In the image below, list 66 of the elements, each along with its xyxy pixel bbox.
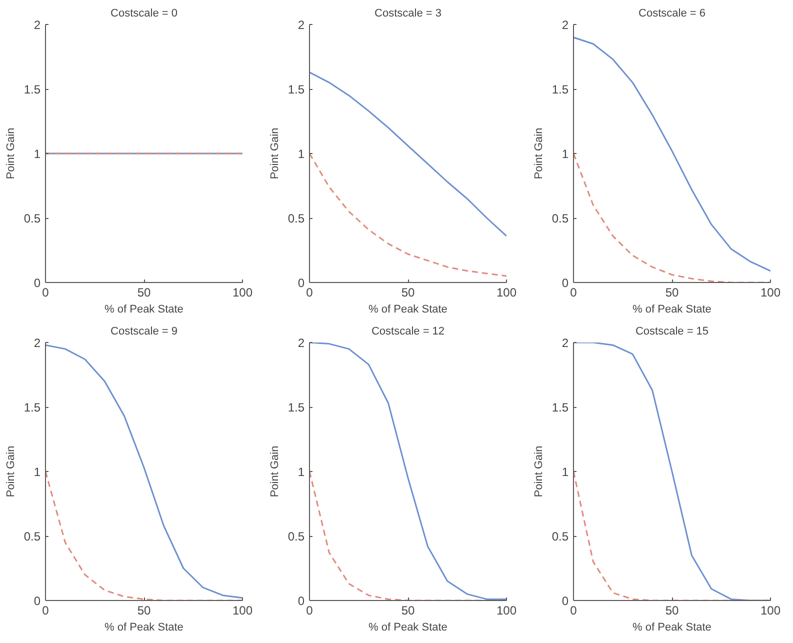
x-axis-title: % of Peak State xyxy=(368,622,448,634)
y-tick-label: 2 xyxy=(34,18,41,32)
y-tick-label: 1 xyxy=(34,465,41,479)
chart-title: Costscale = 15 xyxy=(635,326,709,338)
x-tick-label: 0 xyxy=(570,286,578,300)
x-tick-label: 0 xyxy=(42,604,50,618)
y-tick-label: 0 xyxy=(562,276,569,290)
x-tick-label: 50 xyxy=(665,604,679,618)
x-tick-label: 100 xyxy=(232,286,253,300)
y-tick-label: 0 xyxy=(562,594,569,608)
y-tick-label: 1.5 xyxy=(24,82,41,96)
y-tick-label: 1.5 xyxy=(552,400,569,414)
chart-title: Costscale = 3 xyxy=(374,8,442,20)
y-tick-label: 0.5 xyxy=(552,530,569,544)
y-tick-label: 1 xyxy=(298,465,305,479)
x-tick-label: 50 xyxy=(137,604,151,618)
chart-title: Costscale = 9 xyxy=(110,326,178,338)
x-axis-title: % of Peak State xyxy=(632,622,712,634)
y-tick-label: 1.5 xyxy=(288,82,305,96)
x-tick-label: 100 xyxy=(232,604,253,618)
x-tick-label: 100 xyxy=(496,604,517,618)
y-tick-label: 1 xyxy=(562,465,569,479)
x-tick-label: 100 xyxy=(760,604,781,618)
y-tick-label: 2 xyxy=(298,18,305,32)
y-tick-label: 1 xyxy=(298,147,305,161)
x-tick-label: 50 xyxy=(665,286,679,300)
y-tick-label: 2 xyxy=(562,18,569,32)
y-tick-label: 2 xyxy=(298,336,305,350)
x-axis-title: % of Peak State xyxy=(104,304,184,316)
x-tick-label: 0 xyxy=(42,286,50,300)
x-axis-title: % of Peak State xyxy=(368,304,448,316)
y-tick-label: 0.5 xyxy=(24,530,41,544)
y-tick-label: 1.5 xyxy=(24,400,41,414)
y-tick-label: 1.5 xyxy=(288,400,305,414)
y-tick-label: 0 xyxy=(34,276,41,290)
chart-title: Costscale = 6 xyxy=(638,8,706,20)
x-axis-title: % of Peak State xyxy=(632,304,712,316)
chart-title: Costscale = 0 xyxy=(110,8,178,20)
y-tick-label: 2 xyxy=(34,336,41,350)
y-axis-title: Point Gain xyxy=(532,128,545,180)
y-tick-label: 2 xyxy=(562,336,569,350)
y-tick-label: 0 xyxy=(298,276,305,290)
y-tick-label: 0.5 xyxy=(552,212,569,226)
y-tick-label: 1 xyxy=(562,147,569,161)
y-tick-label: 1.5 xyxy=(552,82,569,96)
y-tick-label: 0.5 xyxy=(288,212,305,226)
x-tick-label: 50 xyxy=(137,286,151,300)
x-tick-label: 50 xyxy=(401,604,415,618)
x-axis-title: % of Peak State xyxy=(104,622,184,634)
x-tick-label: 100 xyxy=(760,286,781,300)
y-tick-label: 0.5 xyxy=(24,212,41,226)
y-axis-title: Point Gain xyxy=(532,446,545,498)
y-axis-title: Point Gain xyxy=(268,128,281,180)
y-tick-label: 1 xyxy=(34,147,41,161)
y-tick-label: 0.5 xyxy=(288,530,305,544)
x-tick-label: 100 xyxy=(496,286,517,300)
y-tick-label: 0 xyxy=(34,594,41,608)
x-tick-label: 50 xyxy=(401,286,415,300)
x-tick-label: 0 xyxy=(570,604,578,618)
y-axis-title: Point Gain xyxy=(268,446,281,498)
y-axis-title: Point Gain xyxy=(4,128,17,180)
y-tick-label: 0 xyxy=(298,594,305,608)
x-tick-label: 0 xyxy=(306,286,314,300)
x-tick-label: 0 xyxy=(306,604,314,618)
y-axis-title: Point Gain xyxy=(4,446,17,498)
chart-title: Costscale = 12 xyxy=(371,326,445,338)
